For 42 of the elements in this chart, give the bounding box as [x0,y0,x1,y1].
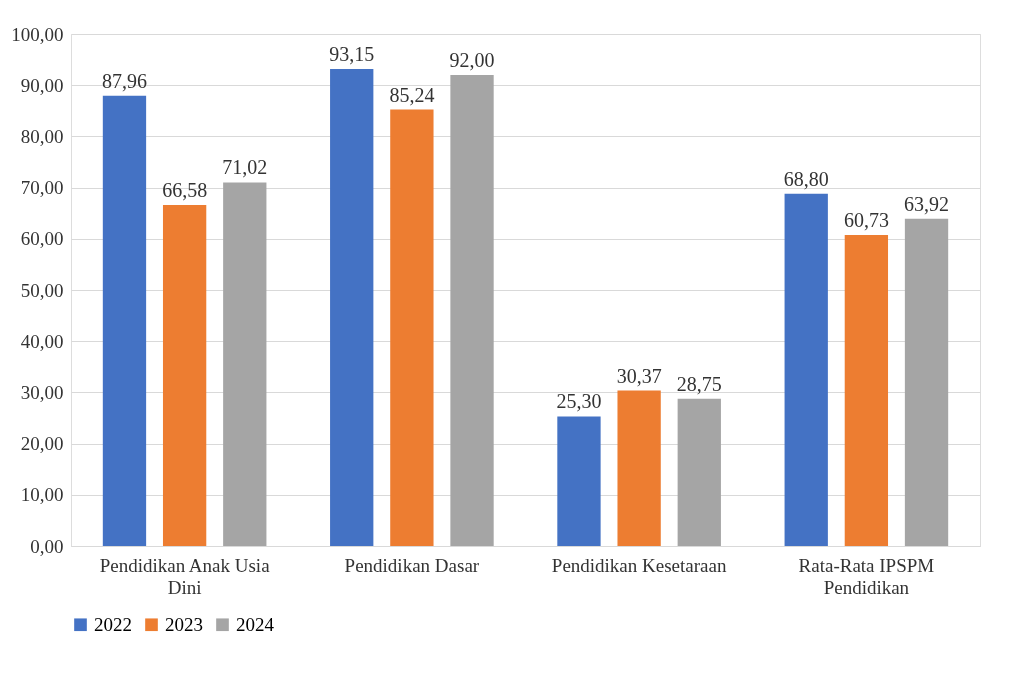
bar [844,235,889,546]
y-tick-label: 30,00 [20,381,64,403]
y-tick-label: 70,00 [20,177,64,199]
y-tick-label: 90,00 [20,74,64,96]
data-label: 87,96 [101,69,147,92]
y-tick-label: 100,00 [11,23,64,45]
y-tick-label: 0,00 [30,535,64,557]
x-tick-label: Pendidikan Kesetaraan [551,554,727,576]
y-tick-label: 60,00 [20,228,64,250]
data-label: 28,75 [676,372,722,395]
x-tick-label: Pendidikan Dasar [344,554,480,576]
bar [617,390,661,546]
bar [784,193,828,546]
bar [557,416,601,546]
data-label: 60,73 [843,209,889,232]
bar [162,205,207,546]
data-label: 63,92 [904,192,950,215]
y-tick-label: 20,00 [20,433,64,455]
data-label: 66,58 [162,179,208,202]
bar [223,182,267,546]
y-tick-label: 50,00 [20,279,64,301]
legend-label: 2024 [236,613,275,635]
y-tick-label: 10,00 [20,484,64,506]
bar [904,218,949,546]
data-label: 68,80 [783,167,829,190]
x-tick-label: Rata-Rata IPSPM Pendidikan [798,554,935,598]
data-label: 25,30 [556,390,602,413]
y-tick-label: 40,00 [20,330,64,352]
legend-label: 2023 [165,613,203,635]
bar [677,398,721,546]
bar [102,95,147,546]
data-label: 71,02 [222,156,268,179]
bar [450,74,494,546]
data-label: 85,24 [389,83,435,106]
data-label: 93,15 [329,43,375,66]
legend-label: 2022 [94,613,132,635]
bar [330,69,374,546]
y-tick-label: 80,00 [20,125,64,147]
x-tick-label: Pendidikan Anak Usia Dini [99,554,271,598]
data-label: 92,00 [449,48,495,71]
data-label: 30,37 [616,364,662,387]
bar [390,109,434,546]
